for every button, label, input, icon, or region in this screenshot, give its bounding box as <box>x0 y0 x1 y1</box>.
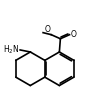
Text: O: O <box>45 25 51 34</box>
Text: H$_2$N: H$_2$N <box>3 44 20 56</box>
Text: O: O <box>71 30 76 39</box>
